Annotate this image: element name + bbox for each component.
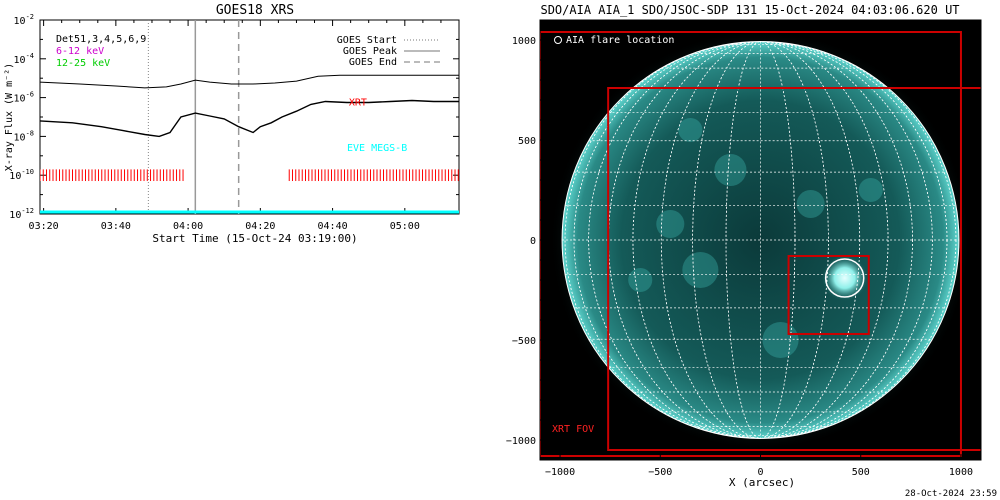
goes-x-tick-label: 03:40 — [101, 221, 131, 232]
aia-y-tick-label: 0 — [530, 236, 536, 247]
goes-plot-area: XRT EVE MEGS-B — [40, 20, 459, 214]
xrt-annotation: XRT — [349, 97, 367, 108]
goes-ylabel: X-ray Flux (W m⁻²) — [4, 63, 15, 171]
goes-series-line-1 — [40, 74, 459, 89]
emission-patch — [714, 153, 747, 187]
eve-annotation: EVE MEGS-B — [347, 143, 407, 154]
goes-detector-label: 6-12 keV — [56, 46, 104, 57]
goes-xlabel: Start Time (15-Oct-24 03:19:00) — [152, 232, 357, 245]
emission-patch — [762, 321, 799, 359]
aia-x-tick-label: 0 — [757, 467, 763, 478]
emission-patch — [682, 251, 719, 289]
aia-x-tick-label: 1000 — [949, 467, 973, 478]
longitude-line — [573, 41, 948, 439]
flare-location-circle — [824, 258, 865, 298]
goes-legend-label: GOES Start — [337, 35, 397, 46]
heliographic-grid — [562, 41, 959, 439]
goes-legend-label: GOES End — [349, 57, 397, 68]
goes-x-tick-label: 04:00 — [173, 221, 203, 232]
flare-legend-label: AIA flare location — [566, 35, 674, 46]
emission-patch — [796, 189, 825, 219]
goes-x-tick-label: 03:20 — [29, 221, 59, 232]
longitude-line — [632, 41, 889, 439]
goes-legend-label: GOES Peak — [343, 46, 397, 57]
goes-x-tick-label: 04:40 — [318, 221, 348, 232]
goes-y-tick-label: 10-10 — [9, 168, 34, 182]
goes-title: GOES18 XRS — [216, 3, 294, 18]
xrt-fov-label: XRT FOV — [552, 424, 594, 435]
box-aia_region — [787, 255, 870, 335]
emission-patch — [858, 177, 883, 203]
goes-x-tick-label: 04:20 — [245, 221, 275, 232]
goes-y-tick-label: 10-6 — [14, 91, 34, 105]
aia-x-tick-label: 500 — [852, 467, 870, 478]
goes-detector-label: 12-25 keV — [56, 58, 110, 69]
goes-series-line-2 — [40, 99, 459, 138]
aia-title: SDO/AIA AIA_1 SDO/JSOC-SDP 131 15-Oct-20… — [540, 3, 959, 17]
goes-y-tick-label: 10-2 — [14, 13, 34, 27]
aia-131-image-plot: SDO/AIA AIA_1 SDO/JSOC-SDP 131 15-Oct-20… — [506, 3, 997, 499]
emission-patch — [656, 209, 685, 239]
footer-timestamp: 28-Oct-2024 23:59 — [905, 489, 997, 499]
longitude-line — [660, 41, 861, 439]
longitude-line — [588, 41, 933, 439]
emission-patch — [678, 117, 703, 143]
goes-xrs-plot: GOES18 XRS 10-210-410-610-810-1010-1203:… — [4, 3, 460, 245]
goes-y-tick-label: 10-4 — [14, 52, 34, 66]
flare-glow — [821, 255, 868, 301]
goes-y-tick-label: 10-12 — [9, 207, 34, 221]
goes-y-tick-label: 10-8 — [14, 129, 34, 143]
goes-x-tick-label: 05:00 — [390, 221, 420, 232]
longitude-line — [564, 41, 957, 439]
emission-patch — [628, 267, 653, 293]
aia-x-tick-label: −500 — [648, 467, 672, 478]
box-xrt_fov — [607, 87, 981, 451]
flare-legend-marker — [554, 36, 562, 44]
aia-y-tick-label: −500 — [512, 336, 536, 347]
aia-xlabel: X (arcsec) — [729, 476, 795, 489]
aia-image — [540, 29, 981, 457]
longitude-line — [725, 41, 796, 439]
aia-y-tick-label: 500 — [518, 136, 536, 147]
longitude-line — [692, 41, 829, 439]
aia-y-tick-label: 1000 — [512, 36, 536, 47]
active-region-glow — [628, 117, 883, 359]
box-outer — [540, 31, 962, 457]
solar-limb — [561, 41, 960, 439]
goes-detector-label: Det51,3,4,5,6,9 — [56, 34, 146, 45]
aia-y-tick-label: −1000 — [506, 436, 536, 447]
aia-x-tick-label: −1000 — [545, 467, 575, 478]
